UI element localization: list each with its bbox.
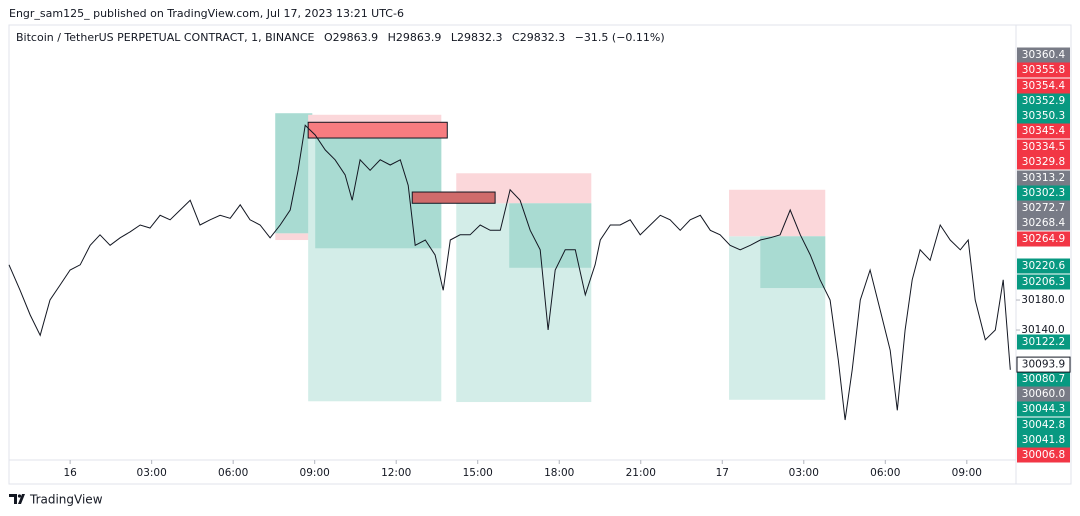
price-label: 30041.8: [1022, 434, 1065, 446]
price-label: 30350.3: [1022, 110, 1065, 122]
x-tick-label: 21:00: [626, 467, 656, 479]
legend: Bitcoin / TetherUS PERPETUAL CONTRACT, 1…: [16, 31, 665, 44]
x-tick-label: 18:00: [544, 467, 574, 479]
price-label: 30264.9: [1022, 233, 1065, 245]
price-label-bg: [1017, 93, 1070, 109]
x-tick-label: 03:00: [137, 467, 167, 479]
price-label: 30042.8: [1022, 419, 1065, 431]
stop-zone: [729, 189, 826, 237]
last-price-bg: [1016, 356, 1071, 373]
price-label: 30268.4: [1022, 217, 1066, 229]
reached-zone: [509, 203, 592, 268]
ohlc-open: O29863.9: [324, 31, 378, 44]
price-label-bg: [1017, 371, 1070, 387]
price-label-bg: [1017, 200, 1070, 216]
price-label-bg: [1017, 215, 1070, 231]
reached-zone: [760, 236, 826, 289]
ohlc-close: C29832.3: [512, 31, 565, 44]
price-label-bg: [1017, 154, 1070, 170]
price-label: 30355.8: [1022, 64, 1065, 76]
x-tick-label: 06:00: [218, 467, 248, 479]
x-tick-label: 16: [63, 467, 77, 479]
y-tick-label: 30180.0: [1021, 294, 1064, 306]
x-tick-label: 09:00: [300, 467, 330, 479]
rectangle-drawing: [411, 191, 496, 204]
price-label-bg: [1017, 432, 1070, 448]
y-tick-label: 30140.0: [1021, 324, 1064, 336]
header: Engr_sam125_ published on TradingView.co…: [9, 7, 404, 20]
price-label-bg: [1017, 231, 1070, 247]
price-label-bg: [1017, 274, 1070, 290]
price-label: 30044.3: [1022, 403, 1065, 415]
last-price-label: 30093.9: [1022, 359, 1065, 371]
price-label-bg: [1017, 139, 1070, 155]
price-label: 30360.4: [1022, 49, 1066, 61]
price-label-bg: [1017, 123, 1070, 139]
ohlc-low: L29832.3: [451, 31, 503, 44]
reached-zone: [275, 113, 313, 234]
price-label: 30334.5: [1022, 141, 1065, 153]
price-label-bg: [1017, 78, 1070, 94]
x-tick-label: 03:00: [789, 467, 819, 479]
price-label-bg: [1017, 258, 1070, 274]
price-label-bg: [1017, 386, 1070, 402]
price-label-bg: [1017, 334, 1070, 350]
price-label: 30352.9: [1022, 95, 1065, 107]
symbol: Bitcoin / TetherUS PERPETUAL CONTRACT, 1…: [16, 31, 315, 44]
chart-frame: [8, 24, 1072, 485]
price-label-bg: [1017, 108, 1070, 124]
price-label-bg: [1017, 62, 1070, 78]
x-tick-label: 15:00: [463, 467, 493, 479]
price-label: 30122.2: [1022, 336, 1065, 348]
price-label-bg: [1017, 401, 1070, 417]
x-tick-label: 06:00: [870, 467, 900, 479]
price-label: 30206.3: [1022, 276, 1065, 288]
price-label-bg: [1017, 47, 1070, 63]
rectangle-drawing: [307, 121, 448, 139]
price-line: [8, 124, 1011, 421]
price-label: 30080.7: [1022, 373, 1065, 385]
ohlc-high: H29863.9: [388, 31, 442, 44]
price-label: 30006.8: [1022, 449, 1065, 461]
price-label-bg: [1017, 170, 1070, 186]
plot-area: [8, 113, 1011, 421]
price-label-bg: [1017, 447, 1070, 463]
x-tick-label: 12:00: [381, 467, 411, 479]
price-label: 30313.2: [1022, 172, 1065, 184]
price-label: 30345.4: [1022, 125, 1066, 137]
x-tick-label: 09:00: [952, 467, 982, 479]
price-label-bg: [1017, 417, 1070, 433]
price-label: 30272.7: [1022, 202, 1065, 214]
x-tick-label: 17: [716, 467, 729, 479]
footer: TradingView: [29, 493, 103, 507]
price-label: 30354.4: [1022, 80, 1066, 92]
stop-zone: [275, 233, 313, 241]
logo: [9, 494, 25, 504]
price-label: 30220.6: [1022, 260, 1066, 272]
logo-dot: [17, 494, 22, 498]
price-label: 30060.0: [1022, 388, 1065, 400]
price-label-bg: [1017, 185, 1070, 201]
price-label: 30302.3: [1022, 187, 1065, 199]
ohlc-change: −31.5 (−0.11%): [575, 31, 665, 44]
price-label: 30329.8: [1022, 156, 1065, 168]
